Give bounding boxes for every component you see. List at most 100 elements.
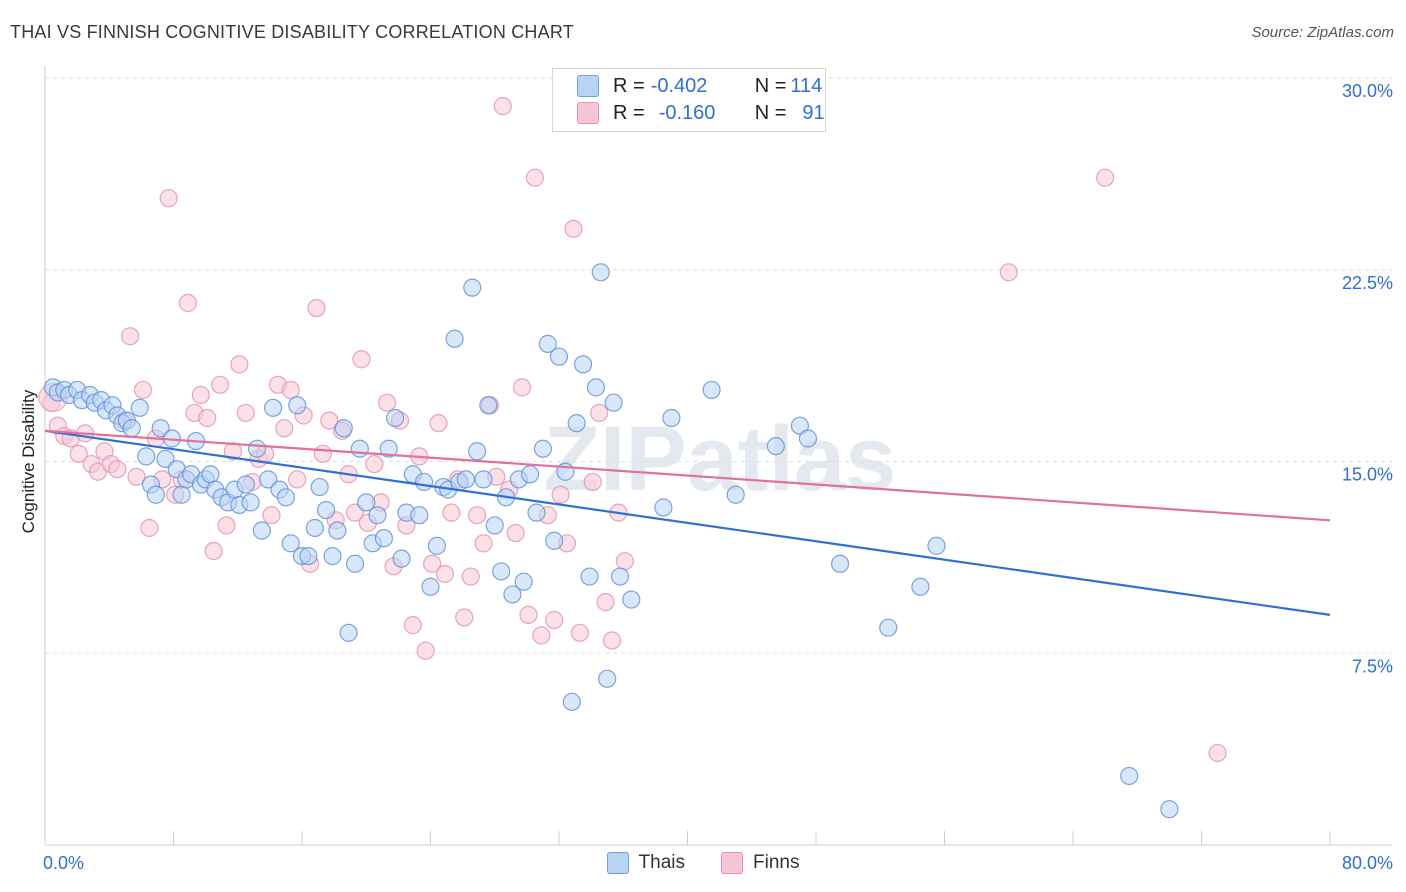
finns-point	[365, 454, 384, 474]
thais-point	[374, 529, 394, 548]
legend: R = -0.402 N = 114 R = -0.160 N = 91	[552, 68, 826, 132]
thais-point	[201, 465, 220, 484]
thais-point	[474, 470, 493, 489]
finns-point	[551, 485, 570, 504]
finns-point	[435, 564, 455, 584]
finns-point	[596, 593, 615, 612]
bottom-legend-swatch-blue	[606, 852, 629, 874]
finns-point	[564, 219, 583, 238]
finns-point	[210, 375, 230, 394]
legend-r-label: R =	[613, 101, 645, 124]
thais-point	[281, 534, 300, 553]
thais-point	[305, 518, 324, 538]
thais-point	[328, 521, 347, 540]
thais-point	[702, 380, 721, 400]
finns-point	[403, 616, 422, 635]
thais-point	[236, 475, 255, 494]
finns-point	[108, 460, 127, 479]
thais-point	[467, 442, 487, 461]
legend-r-value: -0.402	[650, 74, 708, 97]
thais-point	[345, 554, 365, 573]
bottom-legend-thais: Thais	[606, 852, 685, 874]
thais-point	[573, 355, 593, 374]
thais-point	[622, 590, 641, 609]
thais-point	[156, 449, 175, 469]
thais-point	[392, 549, 411, 568]
finns-point	[133, 380, 153, 400]
thais-point	[520, 465, 540, 484]
thais-point	[567, 414, 586, 433]
thais-point	[562, 692, 581, 711]
thais-point	[654, 498, 673, 517]
finns-point	[1208, 743, 1227, 763]
finns-point	[423, 554, 442, 573]
legend-swatch-blue	[577, 75, 599, 97]
finns-point	[474, 534, 493, 553]
thais-point	[334, 419, 353, 438]
thais-point	[662, 408, 681, 428]
finns-point	[178, 293, 198, 313]
finns-point	[512, 378, 532, 397]
legend-n-label: N =	[754, 101, 787, 124]
finns-point	[615, 552, 634, 571]
thais-point	[316, 500, 336, 520]
finns-point	[467, 506, 487, 525]
thais-point	[610, 567, 630, 586]
thais-point	[427, 536, 447, 555]
thais-point	[146, 485, 165, 504]
thais-point	[414, 472, 434, 492]
y-tick-label: 7.5%	[1352, 656, 1393, 676]
thais-point	[766, 437, 785, 456]
bottom-legend-label-finns: Finns	[753, 852, 800, 873]
finns-point	[127, 467, 146, 486]
finns-point	[288, 470, 307, 489]
bottom-legend-label-thais: Thais	[638, 852, 685, 873]
thais-point	[151, 419, 170, 438]
thais-point	[310, 477, 329, 497]
thais-point	[463, 278, 482, 297]
finns-point	[506, 523, 525, 543]
finns-point	[545, 610, 564, 630]
x-tick-label: 80.0%	[1342, 853, 1393, 873]
legend-n-value: 114	[790, 74, 823, 97]
finns-point	[378, 393, 397, 412]
thais-point	[350, 439, 369, 458]
finns-point	[1096, 168, 1115, 187]
thais-point	[172, 485, 191, 504]
legend-swatch-pink	[577, 102, 599, 124]
finns-point	[352, 350, 371, 369]
thais-point	[503, 585, 522, 604]
finns-point	[345, 503, 365, 522]
finns-point	[590, 403, 609, 423]
finns-point	[602, 631, 622, 650]
thais-point	[445, 329, 464, 348]
finns-point	[198, 408, 217, 428]
thais-point	[927, 536, 946, 555]
finns-point	[455, 608, 474, 627]
thais-point	[527, 503, 546, 522]
thais-point	[485, 516, 504, 535]
thais-point	[456, 470, 475, 489]
legend-row-thais: R = -0.402 N = 114	[577, 73, 822, 99]
thais-point	[598, 669, 617, 688]
thais-point	[410, 506, 429, 525]
finns-point	[281, 380, 300, 400]
finns-point	[204, 541, 223, 561]
finns-point	[223, 442, 243, 461]
thais-point	[252, 521, 271, 540]
thais-point	[276, 488, 296, 507]
thais-trend-line	[44, 429, 1331, 616]
legend-r-label: R =	[613, 74, 645, 97]
thais-point	[357, 493, 376, 512]
finns-point	[307, 299, 326, 318]
finns-point	[159, 189, 178, 208]
thais-point	[386, 408, 405, 428]
y-tick-label: 22.5%	[1342, 273, 1393, 293]
legend-n-value: 91	[802, 101, 825, 124]
finns-point	[493, 97, 512, 116]
bottom-legend-swatch-pink	[721, 852, 743, 874]
thais-point	[492, 562, 511, 581]
thais-point	[545, 531, 564, 550]
thais-point	[379, 439, 398, 458]
thais-point	[368, 506, 387, 525]
